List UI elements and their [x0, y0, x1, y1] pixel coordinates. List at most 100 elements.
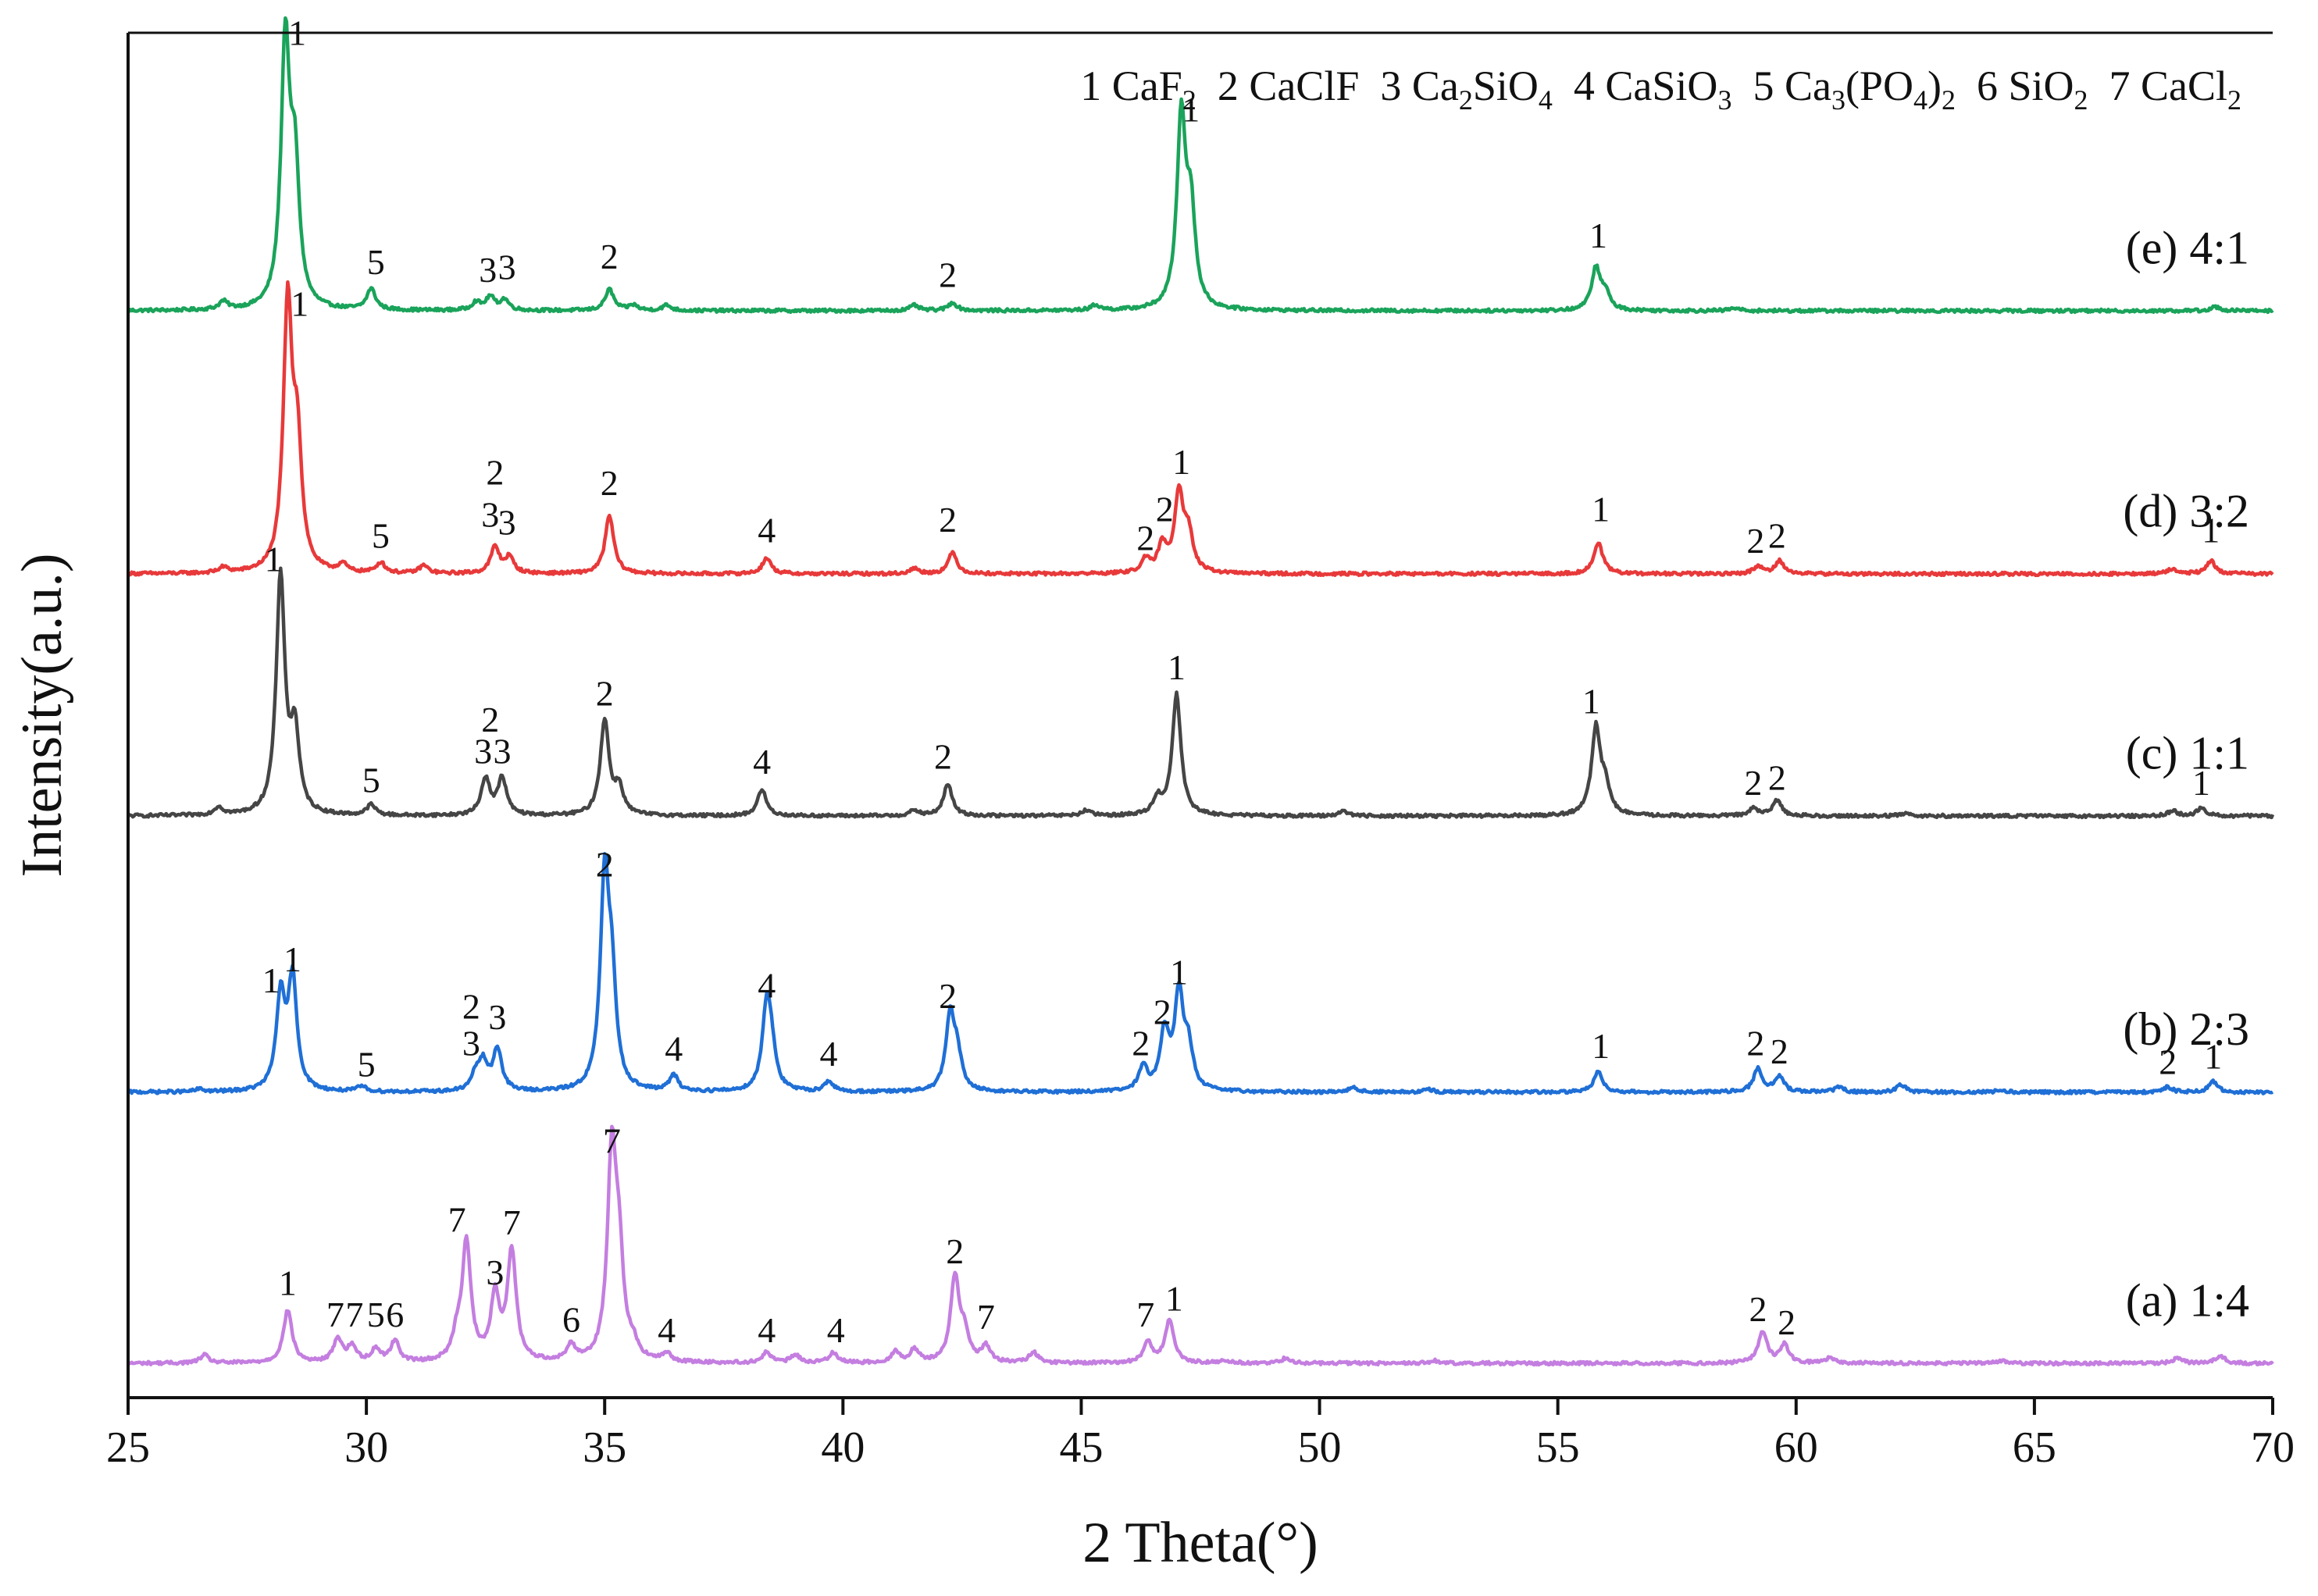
legend-subscript: 3	[1717, 84, 1731, 116]
peak-label: 2	[934, 736, 952, 776]
peak-label: 1	[1592, 1026, 1610, 1066]
legend-subscript: 2	[1182, 84, 1196, 116]
peak-label: 2	[1768, 757, 1786, 797]
legend-subscript: 4	[1539, 84, 1553, 116]
peak-label: 2	[1136, 518, 1154, 558]
legend-subscript: 3	[1831, 84, 1845, 116]
peak-label: 5	[362, 761, 380, 800]
plot-frame	[127, 31, 2273, 1399]
x-tick-label: 45	[1059, 1423, 1103, 1472]
legend-subscript: 2	[1942, 84, 1956, 116]
peak-label: 4	[665, 1029, 683, 1069]
peak-label: 5	[358, 1045, 376, 1085]
peak-label: 2	[462, 987, 480, 1027]
peak-label: 1	[279, 1263, 297, 1302]
legend-subscript: 2	[1459, 84, 1473, 116]
peak-label: 1	[1582, 682, 1600, 721]
sample-label: (e) 4:1	[2126, 222, 2249, 273]
peak-label: 5	[367, 1295, 385, 1334]
sample-label: (b) 2:3	[2123, 1003, 2249, 1055]
peak-label: 7	[326, 1295, 344, 1334]
sample-label: (a) 1:4	[2126, 1274, 2249, 1326]
peak-label: 6	[562, 1300, 580, 1340]
legend-formula: CaF	[1112, 62, 1182, 109]
peak-label: 1	[2204, 1037, 2222, 1077]
legend-formula: CaClF	[1249, 62, 1359, 109]
peak-label: 1	[284, 939, 301, 979]
x-tick-label: 50	[1298, 1423, 1342, 1472]
peak-label: 3	[498, 248, 516, 287]
peak-label: 3	[498, 503, 516, 543]
legend-formula: SiO	[2008, 62, 2074, 109]
legend-formula: Ca	[1412, 62, 1459, 109]
peak-label: 1	[1589, 216, 1607, 255]
legend-formula: CaCl	[2141, 62, 2227, 109]
legend-entry-number: 6	[1956, 62, 2009, 109]
trace-line	[126, 280, 2274, 578]
peak-label: 4	[758, 511, 776, 550]
peak-label: 7	[503, 1202, 521, 1242]
legend-formula: )	[1928, 62, 1942, 109]
x-tick-label: 70	[2251, 1423, 2295, 1472]
peak-label: 2	[2159, 1042, 2177, 1081]
peak-label: 2	[486, 452, 504, 492]
peak-label: 7	[1136, 1295, 1154, 1334]
peak-label: 2	[1744, 763, 1762, 803]
y-axis-label: Intensity(a.u.)	[10, 553, 74, 877]
trace-layer	[126, 16, 2275, 1367]
legend-entry-number: 5	[1731, 62, 1785, 109]
sample-label-layer: (e) 4:1 (d) 3:2 (c) 1:1 (b) 2:3 (a) 1:4	[2123, 222, 2249, 1326]
peak-label: 3	[494, 732, 512, 771]
x-tick-label: 35	[583, 1423, 626, 1472]
peak-label: 4	[820, 1034, 838, 1074]
peak-label: 3	[479, 250, 497, 290]
trace-line	[127, 852, 2274, 1095]
legend-subscript: 4	[1913, 84, 1928, 116]
trace-line	[127, 1124, 2274, 1367]
peak-label: 2	[601, 463, 619, 503]
peak-label: 7	[448, 1200, 466, 1240]
peak-label: 7	[977, 1297, 995, 1337]
peak-label: 4	[827, 1310, 845, 1350]
peak-label: 2	[1132, 1024, 1150, 1063]
peak-label: 2	[939, 500, 957, 540]
peak-label: 2	[1771, 1031, 1788, 1071]
peak-label: 3	[474, 732, 492, 771]
peak-label: 2	[596, 845, 614, 885]
trace-line	[127, 566, 2275, 820]
peak-label: 2	[1768, 515, 1786, 555]
legend-entry-number: 3	[1359, 62, 1412, 109]
legend-entry-number: 2	[1196, 62, 1250, 109]
legend-formula: CaSiO	[1605, 62, 1717, 109]
x-axis-ticks: 25 30 35 40 45 50 55 60 65 70	[106, 1398, 2295, 1472]
legend-entry-number: 1	[1080, 62, 1112, 109]
legend-formula: Ca	[1785, 62, 1831, 109]
peak-label: 3	[488, 997, 506, 1037]
peak-label: 1	[1170, 953, 1188, 992]
peak-label: 4	[758, 966, 776, 1006]
x-tick-label: 25	[106, 1423, 150, 1472]
peak-label: 2	[1749, 1289, 1767, 1329]
legend-subscript: 2	[2227, 84, 2241, 116]
peak-label: 1	[1172, 442, 1190, 482]
peak-label: 2	[946, 1231, 964, 1271]
peak-label: 6	[386, 1295, 404, 1334]
x-tick-label: 65	[2013, 1423, 2056, 1472]
peak-label: 1	[1182, 89, 1200, 129]
peak-label: 4	[758, 1310, 776, 1350]
peak-label: 2	[596, 674, 614, 714]
x-tick-label: 55	[1536, 1423, 1580, 1472]
peak-label: 2	[1154, 992, 1171, 1031]
peak-label: 2	[481, 700, 499, 739]
peak-label: 5	[367, 242, 385, 282]
x-tick-label: 30	[344, 1423, 388, 1472]
peak-label: 3	[462, 1024, 480, 1063]
legend-subscript: 2	[2074, 84, 2088, 116]
peak-label: 2	[1156, 490, 1174, 529]
peak-label: 1	[262, 960, 280, 1000]
legend-formula: (PO	[1845, 62, 1913, 109]
x-tick-label: 60	[1774, 1423, 1818, 1472]
peak-label: 7	[603, 1120, 621, 1160]
